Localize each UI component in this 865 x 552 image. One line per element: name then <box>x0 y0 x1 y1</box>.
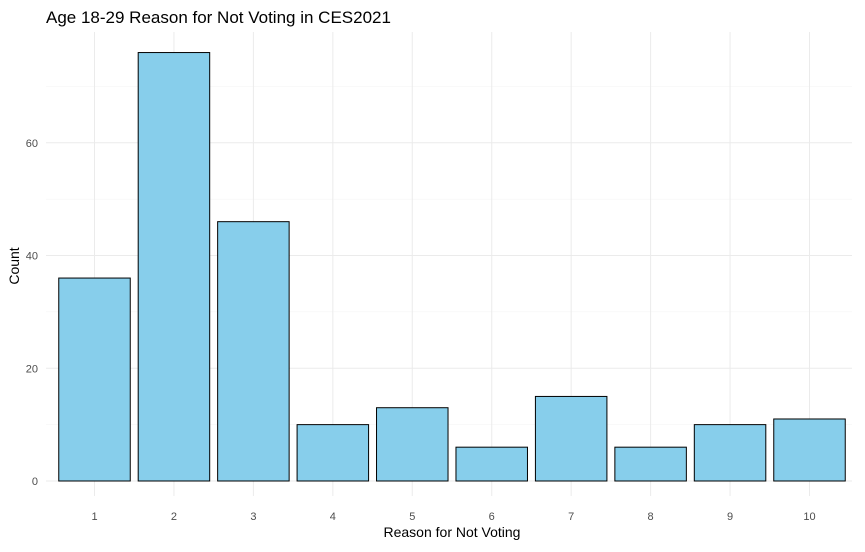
x-tick-label: 1 <box>91 511 97 523</box>
x-tick-label: 4 <box>330 511 336 523</box>
y-tick-label: 20 <box>26 363 38 375</box>
bar-3 <box>217 221 290 482</box>
y-tick-label: 40 <box>26 251 38 263</box>
bar-1 <box>58 277 131 482</box>
bar-4 <box>296 424 370 482</box>
x-tick-label: 7 <box>568 511 574 523</box>
bar-9 <box>693 424 767 482</box>
x-tick-label: 6 <box>489 511 495 523</box>
bar-7 <box>534 395 608 482</box>
y-tick-label: 60 <box>26 138 38 150</box>
x-tick-label: 5 <box>409 511 415 523</box>
x-tick-label: 2 <box>171 511 177 523</box>
x-tick-label: 3 <box>250 511 256 523</box>
y-tick-labels: 0 20 40 60 <box>26 138 38 488</box>
bar-10 <box>773 418 846 482</box>
chart-title: Age 18-29 Reason for Not Voting in CES20… <box>46 8 391 27</box>
x-tick-label: 10 <box>803 511 815 523</box>
x-tick-labels: 1 2 3 4 5 6 7 8 9 10 <box>91 511 815 523</box>
y-axis-title: Count <box>6 247 22 284</box>
x-tick-label: 8 <box>648 511 654 523</box>
bar-2 <box>137 52 211 482</box>
bar-8 <box>614 446 687 482</box>
bar-5 <box>376 407 449 482</box>
x-axis-title: Reason for Not Voting <box>384 524 521 540</box>
x-tick-label: 9 <box>727 511 733 523</box>
bars <box>58 52 846 482</box>
bar-6 <box>455 446 528 482</box>
y-tick-label: 0 <box>32 476 38 488</box>
